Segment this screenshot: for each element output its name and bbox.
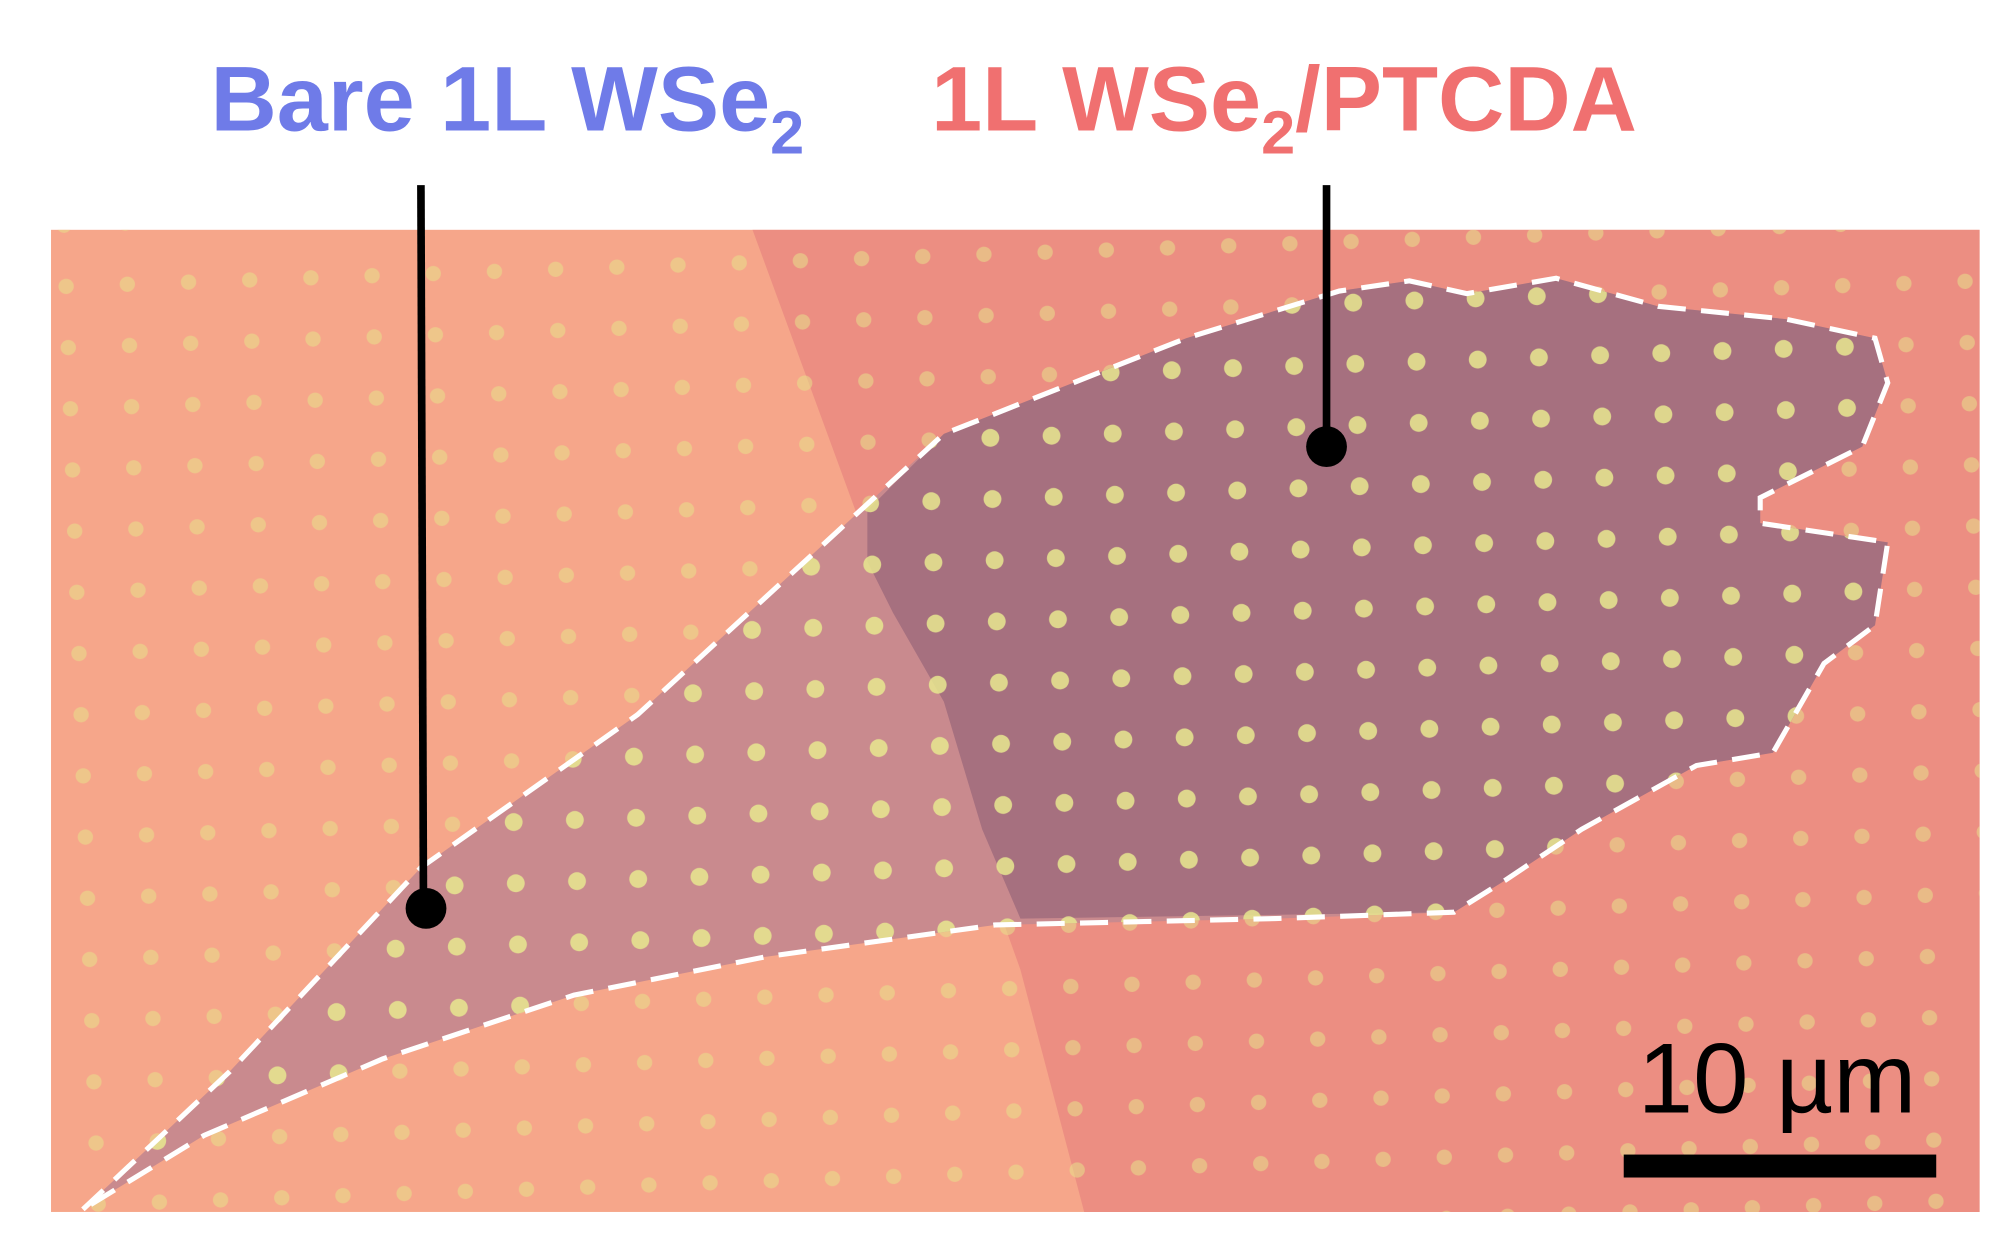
bare-label: Bare 1L WSe2 <box>210 48 804 166</box>
flake-outline <box>81 275 1891 1212</box>
pointer-dot <box>1306 426 1347 468</box>
label-subscript: 2 <box>770 98 804 166</box>
label-suffix: /PTCDA <box>1295 48 1637 150</box>
pointer-dot <box>405 887 447 929</box>
label-text: 1L WSe <box>931 48 1261 150</box>
scale-bar-label: 10 µm <box>1638 1023 1916 1134</box>
micrograph <box>51 229 1980 1212</box>
ptcda-label: 1L WSe2/PTCDA <box>931 48 1637 166</box>
pointer-line <box>417 185 428 909</box>
label-text: Bare 1L WSe <box>210 48 770 150</box>
scale-bar <box>1623 1154 1937 1178</box>
label-subscript: 2 <box>1261 98 1295 166</box>
